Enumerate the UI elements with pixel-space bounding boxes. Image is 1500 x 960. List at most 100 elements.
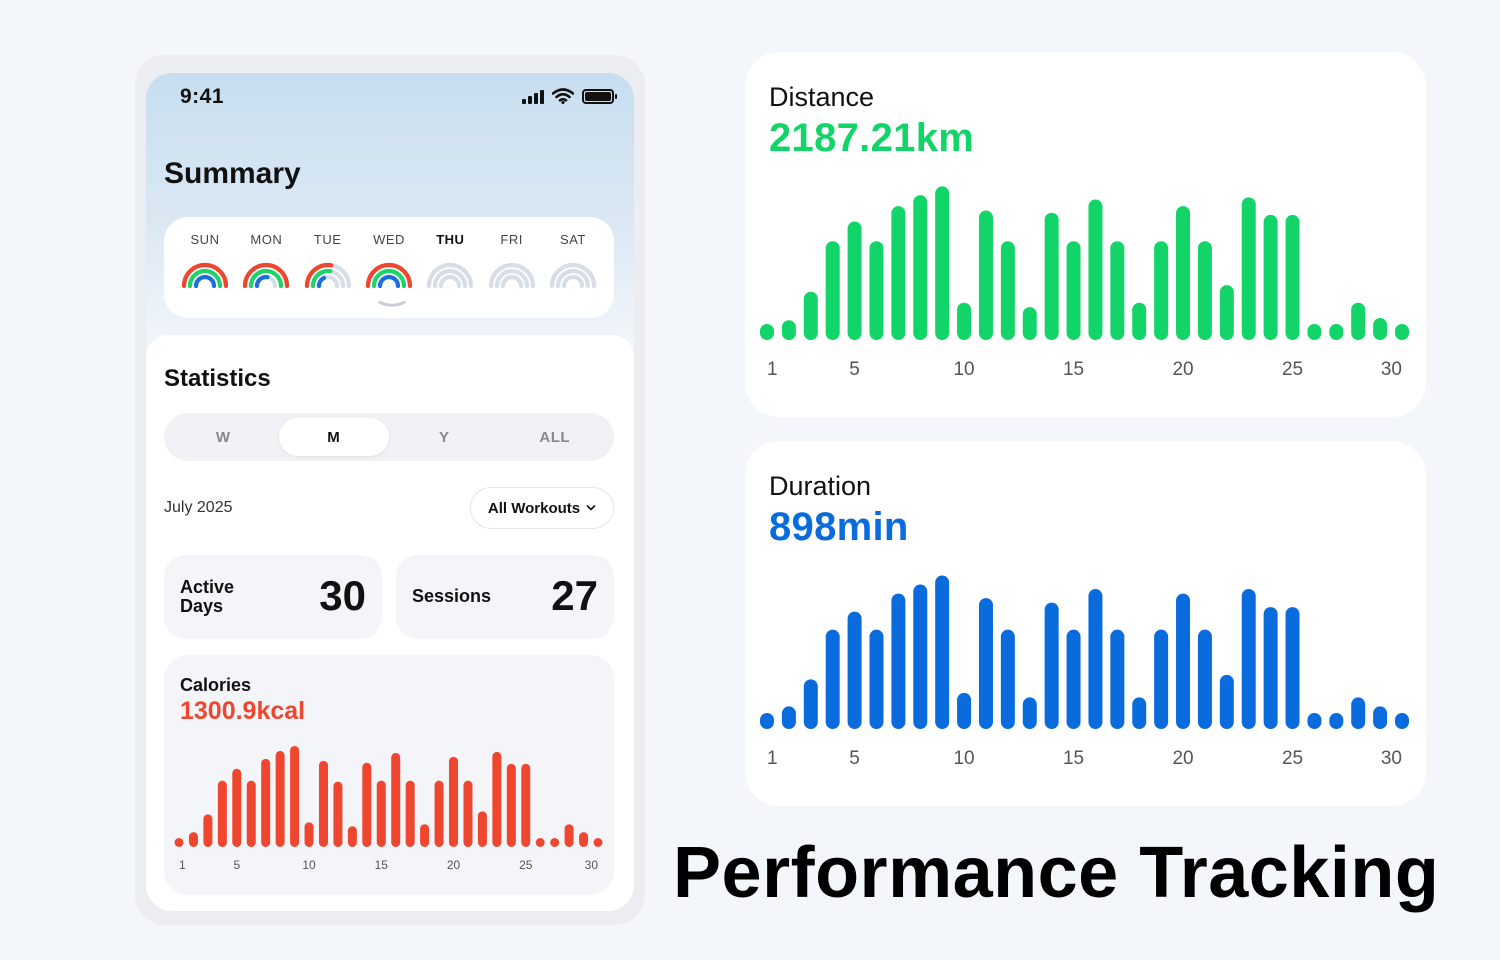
chart-bar (760, 713, 774, 729)
x-tick-label: 10 (953, 748, 974, 769)
chart-bar (1285, 214, 1300, 340)
week-days: SUN MON TUE WED THU FRI SAT (172, 232, 606, 288)
day-tue[interactable]: TUE (299, 232, 357, 288)
cellular-signal-icon (522, 89, 544, 104)
chart-bar (1307, 324, 1322, 340)
day-thu[interactable]: THU (421, 232, 479, 288)
sessions-tile: Sessions 27 (396, 555, 614, 639)
chart-bar (463, 780, 473, 847)
day-sun[interactable]: SUN (176, 232, 234, 288)
chart-bar (935, 575, 950, 729)
day-fri[interactable]: FRI (483, 232, 541, 288)
chart-bar (957, 302, 972, 340)
page-title: Summary (164, 157, 301, 190)
duration-card: Duration 898min 1 5 10 15 20 25 30 (745, 441, 1426, 806)
tab-month[interactable]: M (278, 418, 389, 456)
ring-arc (427, 262, 474, 288)
chart-bar (535, 838, 545, 847)
activity-ring-icon (549, 262, 597, 288)
chart-bar (362, 762, 372, 847)
day-wed[interactable]: WED (360, 232, 418, 288)
x-tick-label: 10 (302, 858, 316, 872)
chart-bar (1110, 241, 1125, 340)
chart-bar (760, 324, 774, 340)
calories-bar-chart: 1 5 10 15 20 25 30 (174, 745, 603, 872)
chart-bar (405, 780, 415, 847)
x-tick-label: 1 (767, 748, 778, 769)
chart-bar (1154, 241, 1169, 340)
ring-arc (181, 262, 229, 288)
ring-arc (243, 262, 290, 288)
chart-bar (978, 210, 993, 340)
day-sat[interactable]: SAT (544, 232, 602, 288)
headline: Performance Tracking (673, 833, 1440, 913)
chart-bar (825, 629, 840, 729)
x-tick-label: 10 (953, 359, 974, 380)
chart-bar (174, 838, 184, 847)
chart-bar (593, 838, 603, 847)
chart-bar (1000, 241, 1015, 340)
distance-label: Distance (769, 82, 875, 112)
chart-bar (275, 750, 285, 847)
day-label: SAT (560, 232, 586, 247)
workout-filter-dropdown[interactable]: All Workouts (470, 487, 614, 529)
chart-bar (420, 824, 430, 847)
x-tick-label: 25 (1282, 748, 1303, 769)
x-tick-label: 1 (767, 359, 778, 380)
calories-label: Calories (180, 675, 252, 695)
day-mon[interactable]: MON (237, 232, 295, 288)
sessions-label: Sessions (412, 586, 492, 606)
tab-all[interactable]: ALL (539, 428, 571, 446)
expand-handle-icon[interactable] (377, 301, 407, 307)
chart-bar (825, 241, 840, 340)
chart-bar (1176, 593, 1191, 729)
sessions-value: 27 (551, 572, 598, 619)
ring-arc (433, 268, 468, 288)
x-tick-label: 5 (849, 748, 860, 769)
wifi-icon (552, 88, 574, 104)
chart-bar (579, 832, 589, 847)
chart-bar (1132, 697, 1147, 729)
chart-bar (506, 763, 516, 847)
chart-bar (1197, 629, 1212, 729)
duration-value: 898min (769, 505, 909, 549)
chart-bar (318, 760, 328, 847)
status-bar: 9:41 (146, 73, 634, 123)
calories-value: 1300.9kcal (180, 697, 306, 725)
ring-arc (249, 268, 284, 288)
x-tick-label: 20 (1172, 359, 1193, 380)
distance-value: 2187.21km (769, 116, 975, 160)
x-tick-label: 20 (447, 858, 461, 872)
ring-arc (193, 274, 217, 288)
chart-bar (203, 814, 213, 847)
chart-bar (1373, 318, 1388, 340)
chart-bar (564, 824, 574, 847)
chart-bar (1000, 629, 1015, 729)
x-tick-label: 30 (585, 858, 599, 872)
day-label: TUE (313, 232, 342, 247)
chart-bar (434, 780, 444, 847)
chart-bar (1241, 197, 1256, 340)
tab-year[interactable]: Y (438, 428, 450, 446)
chart-bar (1395, 713, 1409, 729)
active-days-label-line2: Days (180, 596, 224, 616)
chart-bar (869, 241, 884, 340)
ring-arc (255, 274, 278, 288)
phone-screen: 9:41 Summary SUN MON TUE WED THU FRI SAT Stati… (146, 73, 634, 911)
chart-bar (891, 593, 906, 729)
week-activity-card[interactable]: SUN MON TUE WED THU FRI SAT (164, 217, 614, 318)
chart-bar (1373, 706, 1388, 729)
chart-bar (232, 768, 242, 847)
chart-bar (1044, 602, 1059, 729)
tab-week[interactable]: W (215, 428, 231, 446)
chart-bar (492, 751, 502, 847)
chart-bar (935, 186, 950, 340)
chart-bar (781, 320, 796, 340)
battery-icon (582, 88, 617, 104)
statistics-section: Statistics W M Y ALL July 2025 All Worko… (146, 335, 634, 911)
chart-bar (869, 629, 884, 729)
chart-bar (217, 780, 227, 847)
x-tick-label: 15 (1063, 748, 1084, 769)
period-segmented-control: W M Y ALL (164, 413, 614, 461)
chart-bar (1241, 589, 1256, 729)
